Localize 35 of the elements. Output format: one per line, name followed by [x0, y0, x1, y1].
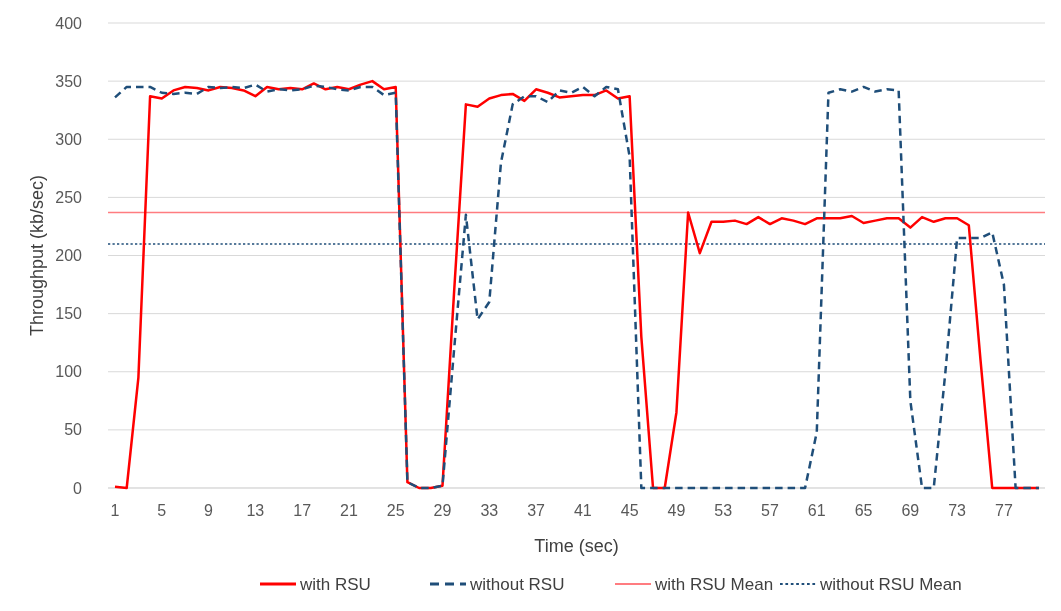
x-tick-label: 29: [433, 502, 452, 519]
x-tick-label: 5: [157, 502, 167, 519]
x-tick-label: 33: [480, 502, 499, 519]
legend-label: with RSU Mean: [654, 575, 774, 594]
x-tick-label: 77: [995, 502, 1013, 519]
y-axis-title: Throughput (kb/sec): [27, 174, 47, 337]
x-tick-label: 57: [761, 502, 779, 519]
y-tick-label: 350: [55, 72, 83, 90]
legend-label: without RSU: [469, 575, 565, 594]
x-tick-label: 13: [246, 502, 265, 519]
legend-label: with RSU: [299, 575, 371, 594]
x-tick-label: 61: [807, 502, 826, 519]
x-tick-label: 65: [854, 502, 873, 519]
y-tick-label: 400: [55, 14, 83, 32]
x-tick-label: 21: [340, 502, 358, 519]
y-tick-label: 50: [64, 421, 83, 439]
x-tick-label: 1: [110, 502, 120, 519]
x-tick-label: 41: [573, 502, 592, 519]
x-tick-label: 73: [948, 502, 967, 519]
x-tick-label: 53: [714, 502, 733, 519]
y-tick-label: 300: [55, 130, 83, 148]
x-tick-label: 69: [901, 502, 920, 519]
x-tick-label: 9: [204, 502, 214, 519]
y-tick-label: 150: [55, 305, 83, 323]
legend-label: without RSU Mean: [819, 575, 962, 594]
x-tick-label: 17: [293, 502, 312, 519]
x-tick-label: 37: [527, 502, 546, 519]
y-tick-label: 0: [73, 479, 83, 497]
y-tick-label: 100: [55, 363, 83, 381]
y-tick-label: 200: [55, 247, 83, 265]
y-tick-label: 250: [55, 188, 83, 206]
x-tick-label: 49: [667, 502, 686, 519]
x-axis-title: Time (sec): [534, 536, 619, 556]
x-tick-label: 25: [386, 502, 405, 519]
x-tick-label: 45: [620, 502, 639, 519]
